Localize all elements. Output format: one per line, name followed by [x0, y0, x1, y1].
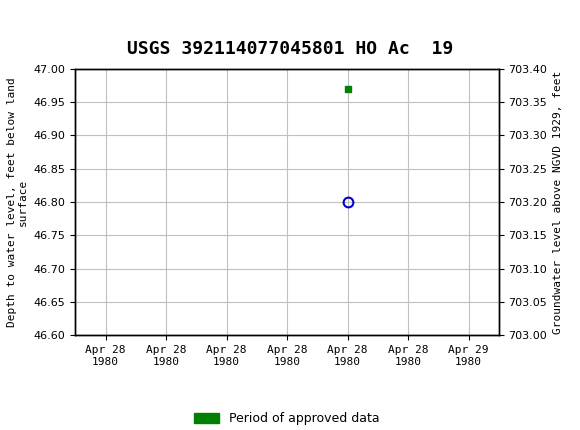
Y-axis label: Depth to water level, feet below land
surface: Depth to water level, feet below land su… [6, 77, 28, 327]
Text: USGS 392114077045801 HO Ac  19: USGS 392114077045801 HO Ac 19 [127, 40, 453, 58]
Y-axis label: Groundwater level above NGVD 1929, feet: Groundwater level above NGVD 1929, feet [553, 71, 563, 334]
Legend: Period of approved data: Period of approved data [189, 408, 385, 430]
Text: █USGS: █USGS [6, 16, 81, 36]
